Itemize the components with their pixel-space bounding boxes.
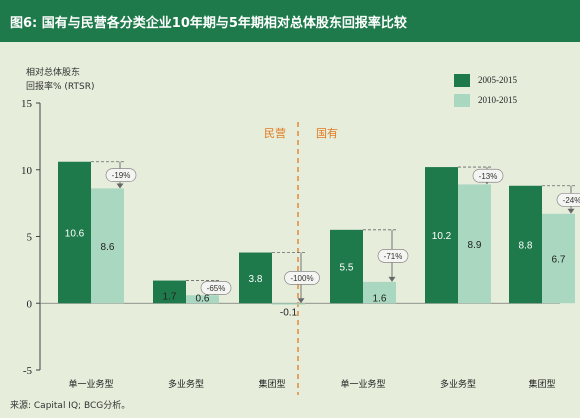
bar-value-label-2010-2015: 6.7 <box>552 255 566 266</box>
change-pill-label: -19% <box>112 171 131 180</box>
bar-value-label-2010-2015: -0.1 <box>280 307 298 318</box>
title-bar: 图6: 国有与民营各分类企业10年期与5年期相对总体股东回报率比较 <box>0 0 580 42</box>
legend-label-2010-2015: 2010-2015 <box>478 95 517 105</box>
chart-title: 图6: 国有与民营各分类企业10年期与5年期相对总体股东回报率比较 <box>10 16 407 31</box>
y-tick-label: 10 <box>21 165 33 177</box>
change-arrow-head <box>388 276 396 282</box>
category-label: 多业务型 <box>168 378 204 390</box>
legend-swatch-light <box>454 93 470 107</box>
bar-value-label-2005-2015: 8.8 <box>519 241 533 252</box>
bar-2010-2015 <box>458 184 491 304</box>
bar-2010-2015 <box>91 188 124 304</box>
change-pill <box>200 281 232 295</box>
y-tick-label: 5 <box>27 232 33 244</box>
category-label: 集团型 <box>258 378 285 390</box>
region-label-private: 民营 <box>264 126 286 140</box>
category-label: 单一业务型 <box>68 378 113 390</box>
bar-value-label-2010-2015: 8.6 <box>101 242 115 253</box>
bar-value-label-2010-2015: 1.6 <box>373 293 387 304</box>
bar-value-label-2010-2015: 0.6 <box>196 293 210 304</box>
change-pill-label: -100% <box>290 274 313 283</box>
change-arrow-head <box>297 298 305 304</box>
y-axis-label-line-1: 相对总体股东 <box>26 68 81 78</box>
y-axis-label: 相对总体股东 回报率% (RTSR) <box>26 66 95 94</box>
bar-2010-2015 <box>272 303 305 305</box>
change-pill-label: -65% <box>207 284 226 293</box>
change-pill-label: -24% <box>563 196 580 205</box>
change-pill <box>556 192 580 207</box>
bar-value-label-2005-2015: 5.5 <box>340 263 354 274</box>
bar-2005-2015 <box>58 161 91 304</box>
change-arrow-head <box>567 208 575 214</box>
bar-value-label-2010-2015: 8.9 <box>468 240 482 251</box>
bar-2005-2015 <box>239 252 272 304</box>
bar-2005-2015 <box>425 167 458 304</box>
legend-item-2005-2015: 2005-2015 <box>454 72 517 88</box>
change-pill <box>377 249 409 263</box>
bar-value-label-2005-2015: 1.7 <box>163 291 177 302</box>
legend-swatch-dark <box>454 73 470 87</box>
bar-value-label-2005-2015: 10.6 <box>65 228 85 239</box>
legend-label-2005-2015: 2005-2015 <box>478 75 517 85</box>
legend: 2005-2015 2010-2015 <box>454 72 517 112</box>
bar-2010-2015 <box>186 295 219 304</box>
bar-2010-2015 <box>363 281 396 304</box>
y-axis-label-line-2: 回报率% (RTSR) <box>26 82 95 92</box>
category-label: 多业务型 <box>440 378 476 390</box>
category-label: 集团型 <box>528 378 555 390</box>
region-label-state: 国有 <box>316 126 338 140</box>
category-label: 单一业务型 <box>340 378 385 390</box>
change-pill-label: -71% <box>384 252 403 261</box>
bar-2010-2015 <box>542 213 575 304</box>
bar-2005-2015 <box>509 185 542 304</box>
source-note: 来源: Capital IQ; BCG分析。 <box>10 401 131 411</box>
y-tick-label: 0 <box>27 298 33 310</box>
change-pill <box>105 168 137 182</box>
bar-value-label-2005-2015: 3.8 <box>249 274 263 285</box>
bar-2005-2015 <box>153 280 186 304</box>
y-tick-label: 15 <box>21 98 33 110</box>
legend-item-2010-2015: 2010-2015 <box>454 92 517 108</box>
bar-2005-2015 <box>330 229 363 304</box>
bar-value-label-2005-2015: 10.2 <box>432 231 452 242</box>
change-pill-label: -13% <box>479 172 498 181</box>
change-pill <box>284 271 320 285</box>
change-pill <box>472 168 504 183</box>
y-tick-label: -5 <box>23 365 33 377</box>
change-arrow-head <box>116 183 124 189</box>
